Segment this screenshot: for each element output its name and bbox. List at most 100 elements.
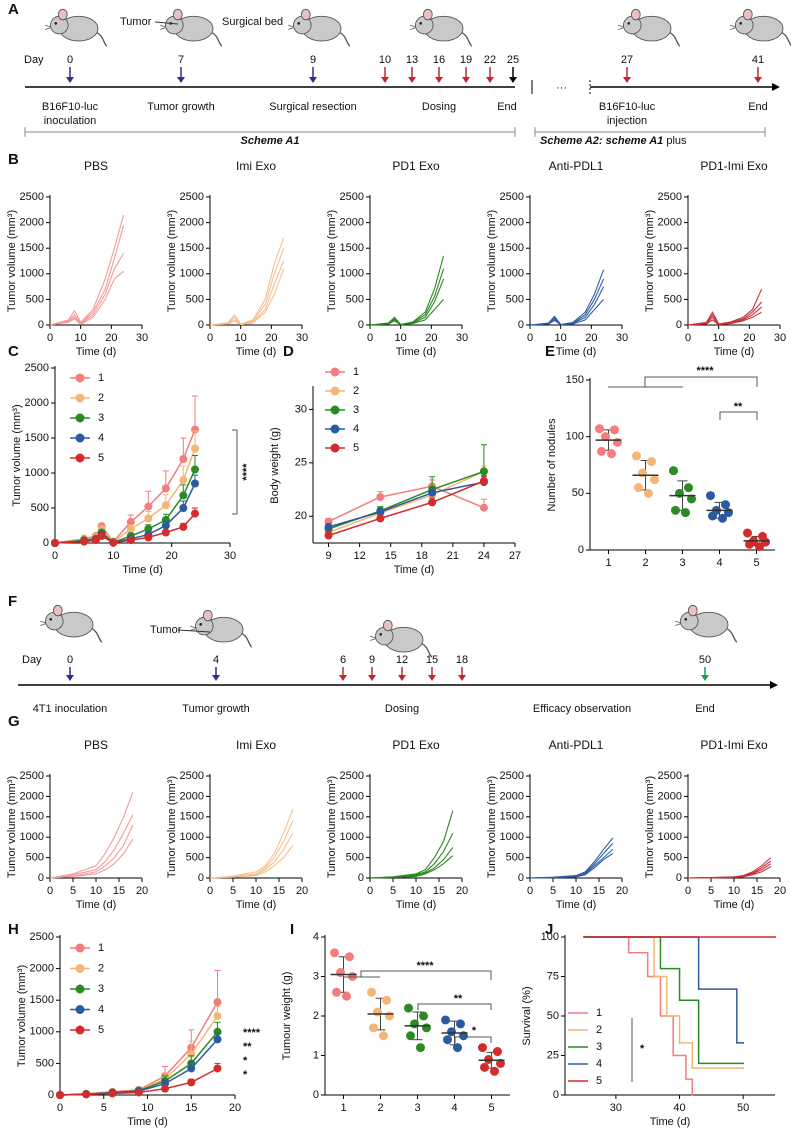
dot	[743, 528, 752, 538]
scheme-name: Scheme A2: scheme A1 plus	[540, 135, 687, 147]
y-axis-label: Tumor volume (mm³)	[166, 776, 178, 878]
x-tick-label: 30	[296, 332, 308, 344]
dot	[330, 948, 339, 958]
series-line	[529, 837, 614, 879]
marker	[376, 514, 385, 523]
dot	[675, 488, 684, 498]
series-line	[529, 286, 605, 326]
marker	[213, 1012, 222, 1020]
day-number: 25	[507, 54, 519, 66]
arrow-head	[623, 77, 631, 83]
panel-label: A	[8, 1, 19, 18]
dot	[410, 1019, 419, 1029]
x-tick-label: 20	[136, 885, 148, 897]
y-tick-label: 1500	[658, 242, 682, 254]
day-number: 27	[621, 54, 633, 66]
significance: **	[734, 401, 743, 413]
panel-label: F	[8, 593, 17, 610]
callout: Tumor	[150, 624, 182, 636]
x-tick-label: 24	[478, 550, 490, 562]
day-number: 9	[369, 654, 375, 666]
dot	[484, 1054, 493, 1064]
day-number: 22	[484, 54, 496, 66]
y-tick-label: 25	[547, 1049, 559, 1061]
y-tick-label: 500	[26, 852, 44, 864]
series-line	[529, 299, 605, 326]
dot	[332, 987, 341, 997]
significance-bracket	[232, 429, 238, 515]
y-tick-label: 75	[547, 970, 559, 982]
y-tick-label: 0	[358, 872, 364, 884]
arrow-head	[339, 675, 347, 681]
x-tick-label: 15	[433, 885, 445, 897]
x-tick-label: 0	[57, 1102, 63, 1114]
x-tick-label: 5	[753, 557, 759, 569]
legend-label: 3	[98, 412, 104, 424]
callout: Tumor	[120, 16, 152, 28]
y-tick-label: 2000	[658, 790, 682, 802]
significance-bracket	[360, 970, 492, 980]
y-axis-label: Tumor volume (mm³)	[326, 210, 338, 312]
y-tick-label: 2000	[25, 397, 49, 409]
marker	[191, 465, 199, 474]
marker	[213, 1035, 222, 1044]
y-tick-label: 2500	[180, 191, 204, 203]
day-number: 4	[213, 654, 219, 666]
y-tick-label: 1000	[25, 467, 49, 479]
series-line	[369, 299, 445, 326]
dot	[684, 483, 693, 493]
legend-label: 1	[98, 942, 104, 954]
significance: *	[472, 1025, 477, 1037]
marker	[179, 491, 188, 500]
y-tick-label: 1500	[25, 432, 49, 444]
x-tick-label: 10	[250, 885, 262, 897]
arrow-head	[509, 77, 517, 83]
series-line	[328, 485, 485, 523]
marker	[161, 1084, 169, 1093]
y-tick-label: 0	[48, 1089, 54, 1101]
series-line	[328, 470, 485, 534]
marker	[97, 532, 106, 540]
y-axis-label: Tumour weight (g)	[281, 972, 293, 1061]
y-tick-label: 2500	[340, 191, 364, 203]
legend-label: 1	[596, 1007, 602, 1019]
panel-label: C	[8, 343, 19, 360]
y-tick-label: 2000	[500, 790, 524, 802]
arrow-head	[212, 675, 220, 681]
x-axis-label: Time (d)	[236, 899, 277, 911]
dot	[379, 1031, 388, 1041]
series-line	[49, 838, 134, 879]
series-line	[209, 820, 294, 879]
dot	[706, 491, 715, 501]
x-tick-label: 12	[353, 550, 365, 562]
arrow-head	[177, 77, 185, 83]
stage-label: inoculation	[44, 115, 97, 127]
marker	[324, 531, 333, 540]
scheme-a-icons	[24, 8, 791, 137]
x-axis-label: Time (d)	[556, 346, 597, 358]
x-tick-label: 0	[685, 885, 691, 897]
x-tick-label: 15	[273, 885, 285, 897]
legend-label: 3	[353, 404, 359, 416]
x-tick-label: 10	[728, 885, 740, 897]
x-tick-label: 10	[90, 885, 102, 897]
series-line	[49, 824, 134, 879]
x-tick-label: 5	[488, 1102, 494, 1114]
x-tick-label: 0	[527, 332, 533, 344]
arrow-head	[486, 77, 494, 83]
dot	[632, 451, 641, 461]
arrow-head	[368, 675, 376, 681]
series-line	[209, 237, 285, 326]
series-line	[49, 225, 125, 326]
series-line	[687, 301, 763, 326]
x-tick-label: 10	[410, 885, 422, 897]
legend-marker	[75, 453, 85, 463]
marker	[179, 476, 188, 484]
dot	[721, 500, 730, 510]
scheme-name: Scheme A1	[241, 135, 300, 147]
x-tick-label: 0	[367, 332, 373, 344]
y-tick-label: 1	[313, 1049, 319, 1061]
significance: ****	[241, 463, 253, 481]
series-line	[49, 814, 134, 879]
